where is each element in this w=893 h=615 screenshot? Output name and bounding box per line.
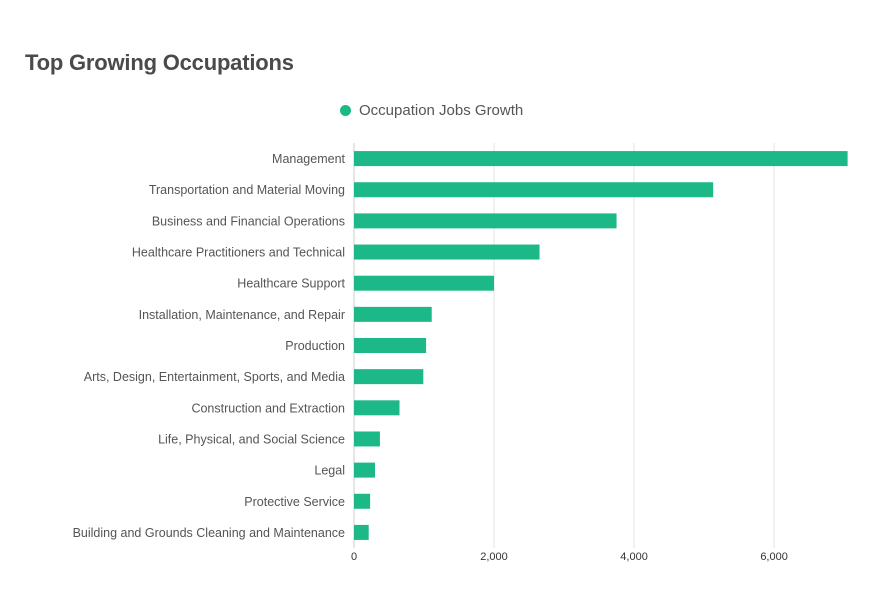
bar[interactable] bbox=[354, 182, 714, 198]
bar[interactable] bbox=[354, 338, 427, 353]
x-tick-label: 0 bbox=[351, 551, 357, 563]
bar[interactable] bbox=[354, 400, 400, 416]
category-label: Management bbox=[272, 152, 345, 166]
bar[interactable] bbox=[354, 306, 432, 322]
x-tick-label: 4,000 bbox=[620, 551, 648, 563]
bar[interactable] bbox=[354, 244, 540, 260]
category-label: Construction and Extraction bbox=[191, 401, 345, 415]
category-label: Life, Physical, and Social Science bbox=[158, 432, 345, 446]
category-label: Legal bbox=[314, 464, 345, 478]
bar[interactable] bbox=[354, 431, 380, 447]
bar[interactable] bbox=[354, 462, 376, 478]
category-label: Healthcare Practitioners and Technical bbox=[132, 246, 345, 260]
category-label: Installation, Maintenance, and Repair bbox=[139, 308, 345, 322]
category-label: Transportation and Material Moving bbox=[149, 183, 345, 197]
legend[interactable]: Occupation Jobs Growth bbox=[340, 102, 523, 119]
category-label: Protective Service bbox=[244, 495, 345, 509]
category-label: Building and Grounds Cleaning and Mainte… bbox=[73, 526, 345, 540]
chart-title: Top Growing Occupations bbox=[25, 50, 294, 75]
bar[interactable] bbox=[354, 524, 369, 540]
bar[interactable] bbox=[354, 275, 495, 291]
legend-label: Occupation Jobs Growth bbox=[359, 102, 524, 119]
category-label: Business and Financial Operations bbox=[152, 214, 345, 228]
x-tick-label: 2,000 bbox=[480, 551, 508, 563]
bar[interactable] bbox=[354, 369, 424, 385]
category-label: Arts, Design, Entertainment, Sports, and… bbox=[84, 370, 345, 384]
bar[interactable] bbox=[354, 151, 848, 167]
category-label: Healthcare Support bbox=[237, 277, 345, 291]
bar[interactable] bbox=[354, 213, 617, 229]
category-label: Production bbox=[285, 339, 345, 353]
x-tick-label: 6,000 bbox=[760, 551, 788, 563]
bar[interactable] bbox=[354, 493, 371, 509]
legend-swatch bbox=[340, 105, 351, 116]
